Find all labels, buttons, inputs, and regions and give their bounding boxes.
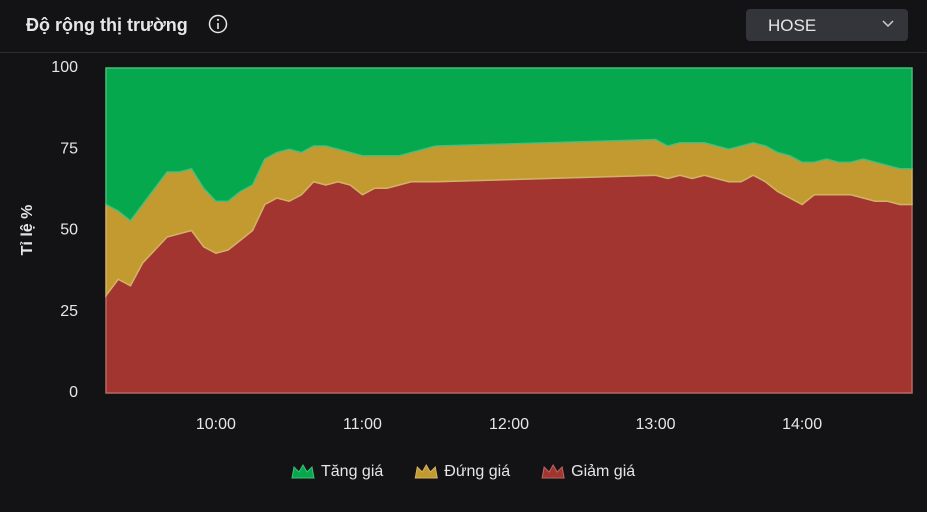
x-tick-label: 10:00: [196, 416, 236, 433]
legend-label: Giảm giá: [571, 463, 635, 480]
exchange-dropdown[interactable]: HOSE: [746, 9, 908, 41]
x-tick-label: 11:00: [343, 416, 382, 433]
y-tick-label: 75: [60, 140, 78, 157]
area: [105, 67, 913, 222]
x-tick-label: 13:00: [636, 416, 676, 433]
y-tick-label: 25: [60, 303, 78, 320]
info-icon[interactable]: [208, 14, 228, 34]
legend-icon: [291, 463, 315, 479]
header: Độ rộng thị trường HOSE: [0, 0, 927, 53]
legend-icon: [414, 463, 438, 479]
y-tick-label: 50: [60, 222, 78, 239]
legend-label: Đứng giá: [444, 463, 510, 480]
legend-label: Tăng giá: [321, 463, 383, 480]
x-tick-label: 12:00: [489, 416, 529, 433]
y-tick-label: 0: [69, 384, 78, 401]
chevron: [882, 20, 894, 28]
legend: Tăng giá Đứng giá Giảm giá: [291, 463, 635, 480]
y-tick-label: 100: [51, 59, 78, 76]
x-tick-label: 14:00: [782, 416, 822, 433]
y-axis-label: Tỉ lệ %: [19, 205, 36, 256]
legend-icon: [541, 463, 565, 479]
panel-title: Độ rộng thị trường: [26, 15, 188, 35]
dropdown-value: HOSE: [768, 16, 817, 35]
